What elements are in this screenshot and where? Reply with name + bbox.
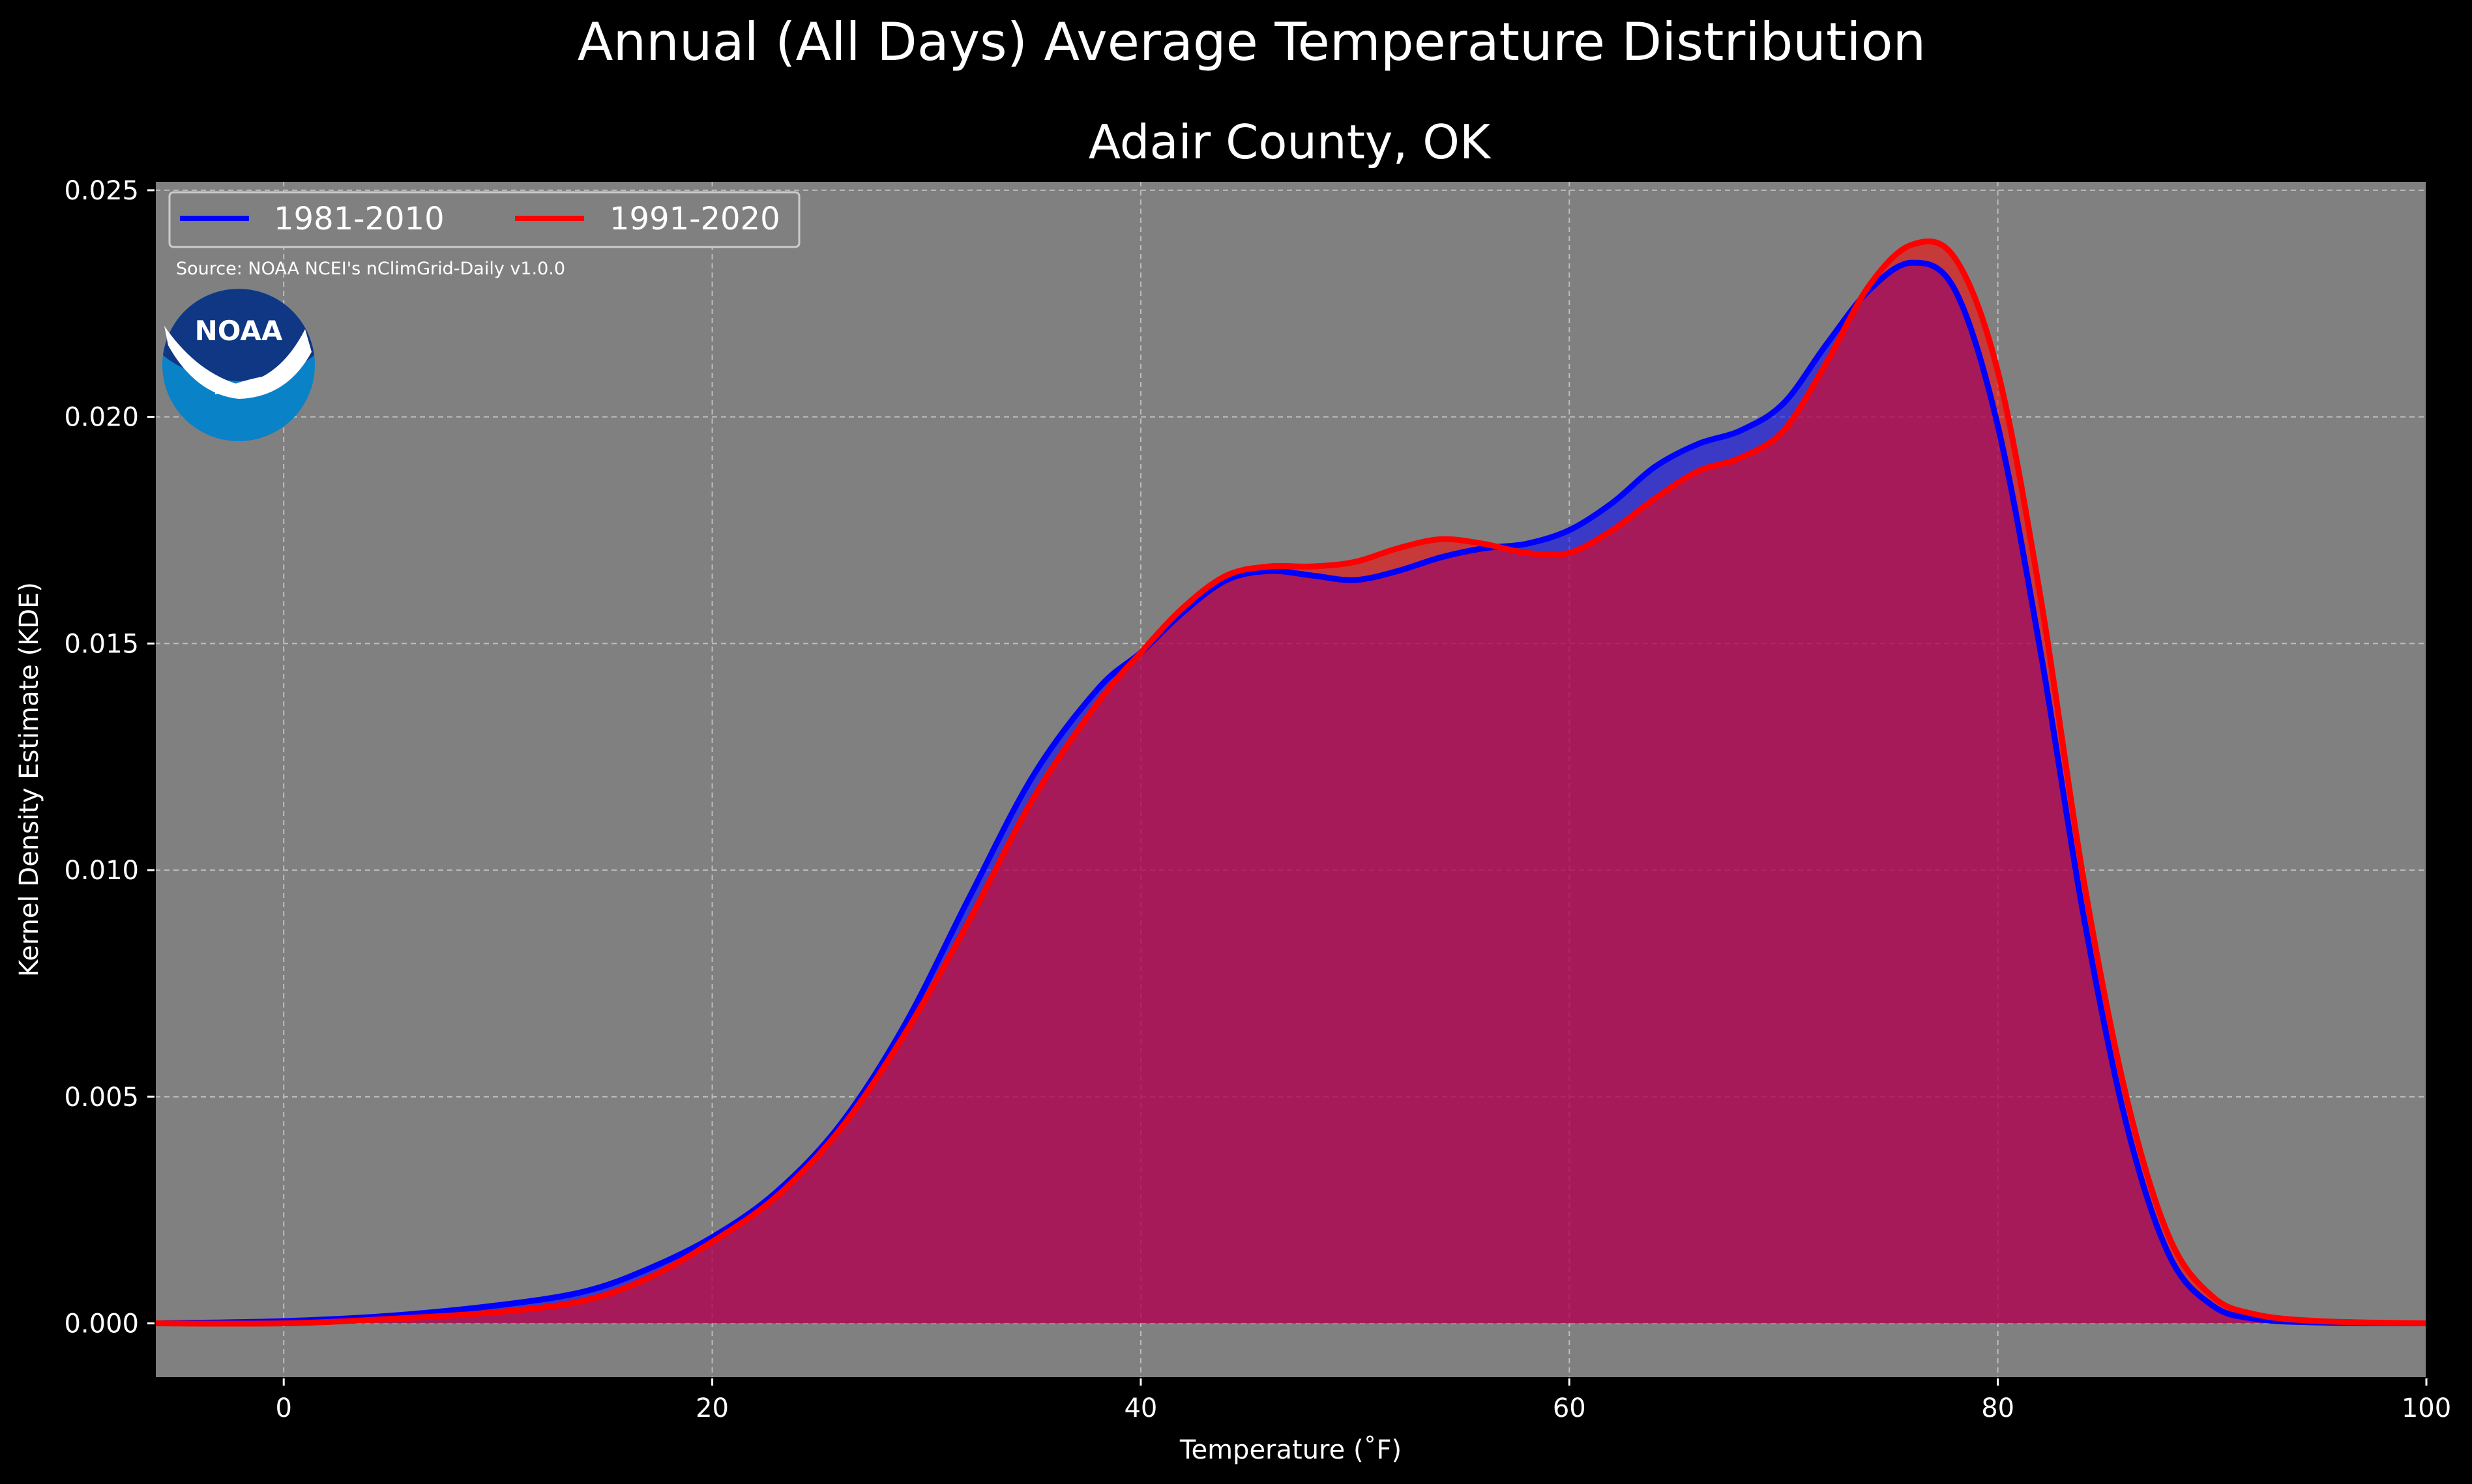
y-axis-label: Kernel Density Estimate (KDE) [14, 582, 44, 977]
chart-subtitle: Adair County, OK [1089, 115, 1492, 169]
source-note: Source: NOAA NCEI's nClimGrid-Daily v1.0… [176, 259, 565, 279]
legend: 1981-2010 1991-2020 [168, 191, 801, 248]
area-1991-2020 [155, 241, 2426, 1324]
axes [147, 181, 2428, 1386]
chart-title: Annual (All Days) Average Temperature Di… [578, 12, 1926, 72]
y-tick-label: 0.020 [64, 403, 139, 433]
legend-label-1981-2010: 1981-2010 [274, 201, 445, 237]
logo-bird-wing-icon [215, 375, 274, 394]
noaa-logo: NOAA [162, 289, 315, 441]
y-tick-label: 0.000 [64, 1309, 139, 1339]
logo-bird-icon [164, 326, 312, 399]
legend-box [168, 191, 801, 248]
x-tick-label: 100 [2402, 1393, 2451, 1423]
axes-frame [154, 181, 2427, 1378]
x-tick-label: 60 [1553, 1393, 1586, 1423]
line-1981-2010 [154, 259, 2427, 1327]
y-tick-label: 0.015 [64, 629, 139, 659]
series-layer [154, 238, 2427, 1327]
x-tick-label: 20 [696, 1393, 729, 1423]
legend-label-1991-2020: 1991-2020 [610, 201, 780, 237]
logo-text: NOAA [195, 315, 283, 347]
y-tick-label: 0.010 [64, 856, 139, 886]
x-tick-label: 80 [1981, 1393, 2014, 1423]
y-tick-labels: 0.000 0.005 0.010 0.015 0.020 0.025 [64, 176, 139, 1339]
logo-top-dark [163, 289, 314, 381]
x-tick-labels: 0 20 40 60 80 100 [275, 1393, 2451, 1423]
y-tick-label: 0.025 [64, 176, 139, 206]
x-tick-label: 0 [275, 1393, 291, 1423]
x-axis-label: Temperature (˚F) [1179, 1435, 1402, 1465]
x-tick-label: 40 [1124, 1393, 1157, 1423]
y-tick-label: 0.005 [64, 1083, 139, 1113]
line-1991-2020 [154, 238, 2427, 1327]
